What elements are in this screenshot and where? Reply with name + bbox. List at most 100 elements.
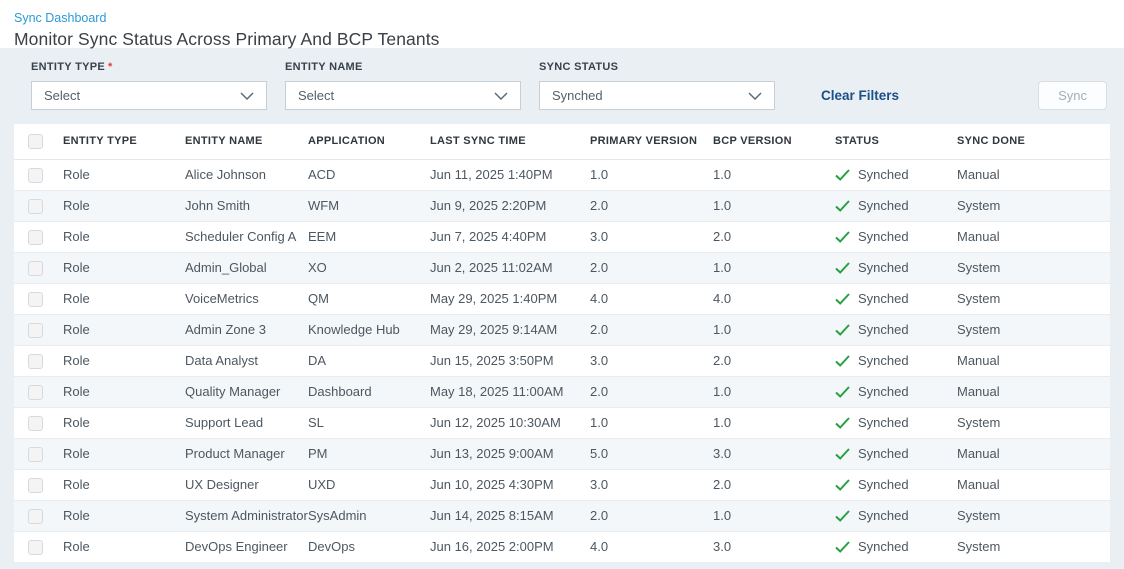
cell-primary-version: 2.0	[590, 252, 713, 284]
table-row: Role Product Manager PM Jun 13, 2025 9:0…	[14, 438, 1110, 470]
cell-entity-name: Scheduler Config A	[185, 221, 308, 253]
cell-status: Synched	[835, 314, 957, 346]
row-checkbox[interactable]	[28, 167, 43, 183]
chevron-down-icon	[494, 91, 508, 100]
table-row: Role System Administrator SysAdmin Jun 1…	[14, 500, 1110, 532]
cell-bcp-version: 1.0	[713, 314, 835, 346]
entity-type-value: Select	[44, 88, 81, 103]
entity-type-filter: ENTITY TYPE * Select	[31, 61, 267, 110]
select-all-checkbox[interactable]	[28, 133, 43, 149]
page-header: Sync Dashboard Monitor Sync Status Acros…	[0, 0, 1124, 49]
cell-last-sync-time: Jun 15, 2025 3:50PM	[430, 345, 590, 377]
status-text: Synched	[858, 508, 909, 523]
cell-bcp-version: 4.0	[713, 283, 835, 315]
cell-primary-version: 2.0	[590, 500, 713, 532]
cell-last-sync-time: May 18, 2025 11:00AM	[430, 376, 590, 408]
check-icon	[835, 168, 850, 181]
row-checkbox[interactable]	[28, 384, 43, 400]
check-icon	[835, 447, 850, 460]
cell-status: Synched	[835, 438, 957, 470]
sync-status-value: Synched	[552, 88, 603, 103]
cell-status: Synched	[835, 221, 957, 253]
sync-status-filter: SYNC STATUS Synched	[539, 61, 775, 110]
cell-application: SL	[308, 407, 430, 439]
status-text: Synched	[858, 229, 909, 244]
cell-bcp-version: 3.0	[713, 539, 732, 555]
cell-last-sync-time: Jun 14, 2025 8:15AM	[430, 500, 590, 532]
table-body: Role Alice Johnson ACD Jun 11, 2025 1:40…	[14, 159, 1110, 562]
cell-sync-done: System	[957, 539, 1001, 555]
check-icon	[835, 541, 850, 553]
row-checkbox[interactable]	[28, 260, 43, 276]
cell-bcp-version: 1.0	[713, 159, 835, 191]
cell-last-sync-time: Jun 12, 2025 10:30AM	[430, 407, 590, 439]
chevron-down-icon	[748, 91, 762, 100]
cell-entity-type: Role	[63, 190, 185, 222]
row-checkbox[interactable]	[28, 446, 43, 462]
row-checkbox[interactable]	[28, 291, 43, 307]
cell-entity-name: Data Analyst	[185, 345, 308, 377]
cell-sync-done: Manual	[957, 345, 1110, 377]
table-header-row: ENTITY TYPE ENTITY NAME APPLICATION LAST…	[14, 124, 1110, 160]
clear-filters-button[interactable]: Clear Filters	[821, 88, 900, 103]
row-checkbox[interactable]	[28, 198, 43, 214]
cell-primary-version: 3.0	[590, 469, 713, 501]
table-row: Role Admin Zone 3 Knowledge Hub May 29, …	[14, 314, 1110, 346]
cell-entity-type: Role	[63, 438, 185, 470]
cell-status: Synched	[835, 345, 957, 377]
row-checkbox[interactable]	[28, 477, 43, 493]
check-icon	[835, 323, 850, 336]
cell-status: Synched	[835, 283, 957, 315]
column-header-entity-name: ENTITY NAME	[185, 124, 308, 160]
cell-entity-name: Admin Zone 3	[185, 314, 308, 346]
entity-name-dropdown[interactable]: Select	[285, 81, 521, 110]
cell-status: Synched	[835, 252, 957, 284]
cell-entity-type: Role	[63, 469, 185, 501]
cell-sync-done: System	[957, 283, 1110, 315]
cell-entity-name: UX Designer	[185, 469, 308, 501]
sync-button[interactable]: Sync	[1038, 81, 1107, 110]
row-checkbox[interactable]	[28, 415, 43, 431]
sync-table: ENTITY TYPE ENTITY NAME APPLICATION LAST…	[14, 124, 1110, 562]
cell-status: Synched	[835, 469, 957, 501]
cell-sync-done: Manual	[957, 159, 1110, 191]
table-row: Role Scheduler Config A EEM Jun 7, 2025 …	[14, 221, 1110, 253]
cell-status: Synched	[835, 376, 957, 408]
cell-application: PM	[308, 438, 430, 470]
cell-sync-done: System	[957, 190, 1110, 222]
row-checkbox[interactable]	[28, 508, 43, 524]
cell-last-sync-time: Jun 9, 2025 2:20PM	[430, 190, 590, 222]
cell-status: Synched	[835, 500, 957, 532]
status-text: Synched	[858, 198, 909, 213]
cell-application: QM	[308, 283, 430, 315]
row-checkbox[interactable]	[28, 539, 43, 555]
check-icon	[835, 261, 850, 274]
status-text: Synched	[858, 384, 909, 399]
entity-type-dropdown[interactable]: Select	[31, 81, 267, 110]
cell-entity-name: Admin_Global	[185, 252, 308, 284]
cell-sync-done: System	[957, 407, 1110, 439]
status-text: Synched	[858, 167, 909, 182]
cell-status: Synched	[835, 159, 957, 191]
cell-primary-version: 1.0	[590, 407, 713, 439]
check-icon	[835, 385, 850, 398]
cell-last-sync-time: May 29, 2025 1:40PM	[430, 283, 590, 315]
row-checkbox[interactable]	[28, 229, 43, 245]
cell-last-sync-time: Jun 2, 2025 11:02AM	[430, 252, 590, 284]
cell-bcp-version: 2.0	[713, 345, 835, 377]
check-icon	[835, 199, 850, 212]
cell-application: DevOps	[308, 539, 355, 555]
cell-primary-version: 2.0	[590, 314, 713, 346]
cell-last-sync-time: Jun 16, 2025 2:00PM	[430, 539, 554, 555]
sync-status-dropdown[interactable]: Synched	[539, 81, 775, 110]
breadcrumb-sync-dashboard-link[interactable]: Sync Dashboard	[14, 11, 107, 25]
cell-application: ACD	[308, 159, 430, 191]
row-checkbox[interactable]	[28, 322, 43, 338]
cell-last-sync-time: Jun 11, 2025 1:40PM	[430, 159, 590, 191]
cell-sync-done: Manual	[957, 221, 1110, 253]
column-header-last-sync-time: LAST SYNC TIME	[430, 124, 590, 160]
row-checkbox[interactable]	[28, 353, 43, 369]
table-row: Role UX Designer UXD Jun 10, 2025 4:30PM…	[14, 469, 1110, 501]
cell-entity-name: John Smith	[185, 190, 308, 222]
cell-entity-name: VoiceMetrics	[185, 283, 308, 315]
